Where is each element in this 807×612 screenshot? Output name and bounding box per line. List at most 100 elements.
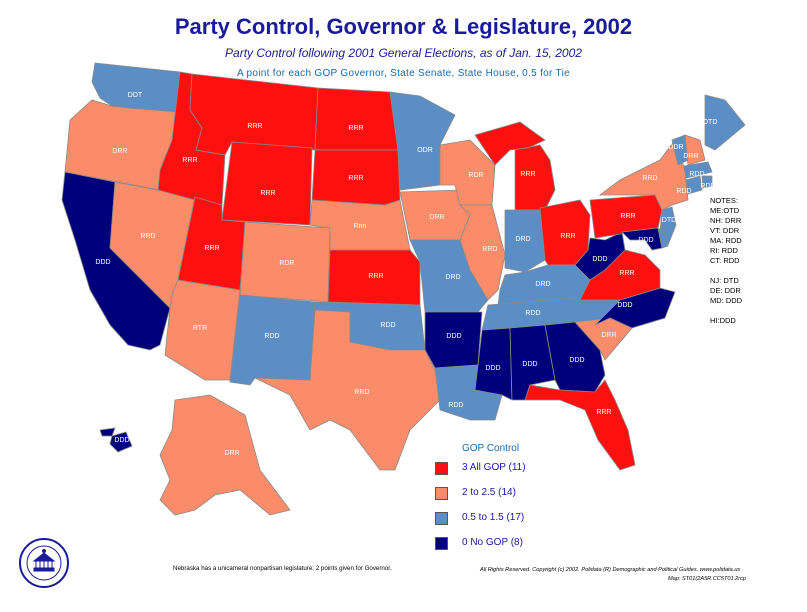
state-ia-code: DRR — [429, 214, 444, 221]
state-sc-code: DRR — [601, 332, 616, 339]
state-oh-code: RRR — [560, 233, 575, 240]
state-or-code: DRR — [112, 148, 127, 155]
state-oh[interactable]: RRR — [539, 199, 591, 266]
state-ms-code: DDD — [485, 365, 500, 372]
state-ri-code: RDD — [700, 183, 715, 190]
nebraska-footnote: Nebraska has a unicameral nonpartisan le… — [173, 565, 392, 572]
state-ak[interactable]: DRR — [159, 394, 291, 516]
state-mt[interactable]: RRR — [189, 73, 319, 156]
state-wy[interactable]: RRR — [221, 141, 313, 226]
state-nm[interactable]: RDD — [229, 294, 316, 386]
state-vt-code: DDR — [668, 144, 683, 151]
note-line: MD: DDD — [710, 296, 743, 305]
state-nd[interactable]: RRR — [314, 87, 399, 151]
state-nd-code: RRR — [348, 125, 363, 132]
legend-item-mostly-gop: 2 to 2.5 (14) — [435, 487, 695, 501]
state-me-code: OTD — [703, 119, 718, 126]
state-ct-code: RDD — [676, 188, 691, 195]
state-ar-code: DDD — [446, 333, 461, 340]
state-ks-code: RRR — [368, 273, 383, 280]
state-ks[interactable]: RRR — [327, 249, 421, 306]
state-ga-code: DDD — [569, 357, 584, 364]
state-ar[interactable]: DDD — [424, 311, 483, 369]
state-mn-code: ODR — [417, 147, 433, 154]
state-id-code: RRR — [182, 157, 197, 164]
map-scoring-note: A point for each GOP Governor, State Sen… — [237, 68, 570, 79]
state-fl-code: RRR — [596, 409, 611, 416]
note-line: CT: RDD — [710, 256, 740, 265]
legend-item-all-gop: 3 All GOP (11) — [435, 462, 695, 476]
state-al-code: DDD — [522, 361, 537, 368]
state-tx[interactable]: RRD — [254, 309, 441, 471]
note-line: NJ: DTD — [710, 276, 739, 285]
state-pa[interactable]: RRR — [589, 194, 663, 239]
legend: GOP Control 3 All GOP (11) 2 to 2.5 (14)… — [435, 443, 526, 550]
legend-swatch — [435, 512, 448, 525]
state-il[interactable]: RRD — [459, 204, 506, 301]
map-id-line: Map: ST01(2A5R.CC5T01.2rcp — [668, 576, 747, 582]
note-line: MA: RDD — [710, 236, 742, 245]
note-line: ME:OTD — [710, 206, 740, 215]
state-md[interactable]: DDD — [621, 227, 663, 251]
state-nj-code: DTD — [662, 217, 676, 224]
state-wa-code: DDT — [128, 92, 143, 99]
state-ms[interactable]: DDD — [474, 327, 513, 401]
state-mi-code: RRR — [520, 171, 535, 178]
state-nh-code: DRR — [683, 153, 698, 160]
state-wv-code: DDD — [592, 256, 607, 263]
state-az[interactable]: RTR — [164, 279, 241, 381]
state-ri[interactable]: RDD — [700, 175, 716, 190]
state-nc-code: DDD — [617, 302, 632, 309]
state-co[interactable]: RDR — [239, 221, 331, 303]
state-ut-code: RRR — [204, 245, 219, 252]
legend-title: GOP Control — [462, 443, 520, 454]
legend-label: 0.5 to 1.5 (17) — [462, 512, 525, 523]
state-fl[interactable]: RRR — [524, 379, 636, 471]
state-in[interactable]: DRD — [504, 209, 546, 273]
state-ne-code: Rnn — [354, 223, 367, 230]
state-me[interactable]: OTD — [703, 94, 746, 151]
state-mi[interactable]: RRR — [474, 121, 556, 211]
legend-label: 0 No GOP (8) — [462, 537, 523, 548]
state-tn-code: RDD — [525, 310, 540, 317]
state-sd-code: RRR — [348, 175, 363, 182]
state-ct[interactable]: RDD — [676, 175, 703, 195]
state-ok-code: RDD — [380, 322, 395, 329]
note-line: NH: DRR — [710, 216, 742, 225]
legend-swatch — [435, 487, 448, 500]
note-line: RI: RDD — [710, 246, 738, 255]
state-mo-code: DRD — [445, 274, 460, 281]
state-pa-code: RRR — [620, 213, 635, 220]
legend-label: 2 to 2.5 (14) — [462, 487, 516, 498]
state-la-code: RDD — [448, 402, 463, 409]
state-hi-code: DDD — [114, 437, 129, 444]
state-il-code: RRD — [482, 246, 497, 253]
legend-swatch — [435, 537, 448, 550]
state-tx-code: RRD — [354, 389, 369, 396]
state-wi-code: RDR — [468, 172, 483, 179]
map-title: Party Control, Governor & Legislature, 2… — [174, 14, 633, 39]
notes-panel: NOTES: ME:OTD NH: DRR VT: DDR MA: RDD RI… — [710, 196, 742, 326]
state-sd[interactable]: RRR — [311, 149, 401, 206]
legend-label: 3 All GOP (11) — [462, 462, 526, 473]
legend-item-some-gop: 0.5 to 1.5 (17) — [435, 512, 695, 526]
polidata-seal-logo — [19, 538, 69, 588]
state-az-code: RTR — [193, 325, 207, 332]
state-ca-code: DDD — [95, 259, 110, 266]
state-md-code: DDD — [638, 237, 653, 244]
state-wy-code: RRR — [260, 190, 275, 197]
state-de[interactable] — [657, 227, 669, 249]
state-nh[interactable]: DRR — [683, 134, 706, 166]
state-mt-code: RRR — [247, 123, 262, 130]
state-ma-code: RDD — [689, 171, 704, 178]
state-hi[interactable]: DDD — [99, 427, 133, 453]
state-ma[interactable]: RDD — [683, 161, 713, 179]
note-line: VT: DDR — [710, 226, 740, 235]
state-ak-code: DRR — [224, 450, 239, 457]
state-ny-code: RRD — [642, 175, 657, 182]
note-line: HI:DDD — [710, 316, 736, 325]
legend-swatch — [435, 462, 448, 475]
state-nv-code: RRD — [140, 233, 155, 240]
state-va-code: RRR — [619, 270, 634, 277]
